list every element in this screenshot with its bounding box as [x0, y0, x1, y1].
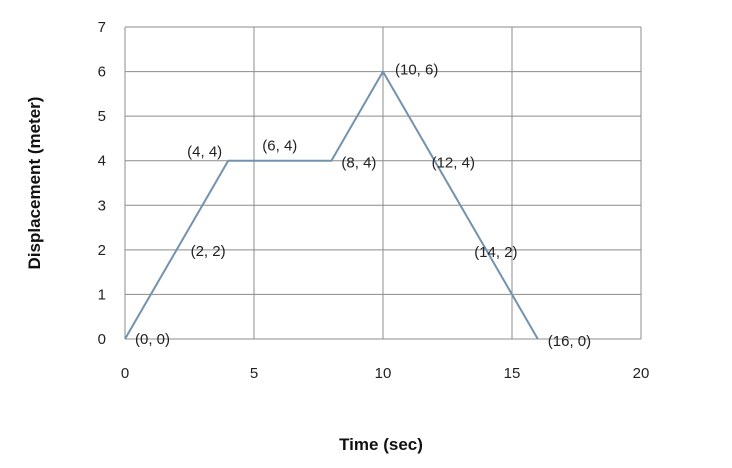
data-label: (4, 4) [187, 144, 222, 161]
y-tick-label: 0 [98, 331, 106, 348]
y-tick-label: 5 [98, 108, 106, 125]
series-line-0 [124, 69, 539, 340]
data-label: (12, 4) [432, 155, 475, 172]
x-tick-labels: 0 5 10 15 20 [121, 365, 650, 382]
x-tick-label: 0 [121, 365, 129, 382]
x-axis-title: Time (sec) [339, 435, 423, 454]
y-tick-labels: 0 1 2 3 4 5 6 7 [98, 19, 106, 348]
y-tick-label: 3 [98, 197, 106, 214]
grid [124, 26, 642, 340]
x-tick-label: 10 [375, 365, 392, 382]
data-label: (6, 4) [262, 138, 297, 155]
x-tick-label: 5 [250, 365, 258, 382]
y-tick-label: 1 [98, 286, 106, 303]
data-label: (2, 2) [191, 243, 226, 260]
series-layer [124, 69, 539, 340]
data-label: (8, 4) [341, 155, 376, 172]
data-label: (16, 0) [548, 333, 591, 350]
y-tick-label: 2 [98, 242, 106, 259]
y-tick-label: 4 [98, 153, 106, 170]
y-axis-title: Displacement (meter) [25, 97, 44, 270]
x-tick-label: 20 [633, 365, 650, 382]
y-tick-label: 7 [98, 19, 106, 36]
x-tick-label: 15 [504, 365, 521, 382]
data-label: (10, 6) [395, 62, 438, 79]
data-label: (0, 0) [135, 331, 170, 348]
data-label: (14, 2) [474, 244, 517, 261]
y-tick-label: 6 [98, 64, 106, 81]
data-labels: (0, 0) (2, 2) (4, 4) (6, 4) (8, 4) (10, 6) (12… [135, 62, 591, 350]
